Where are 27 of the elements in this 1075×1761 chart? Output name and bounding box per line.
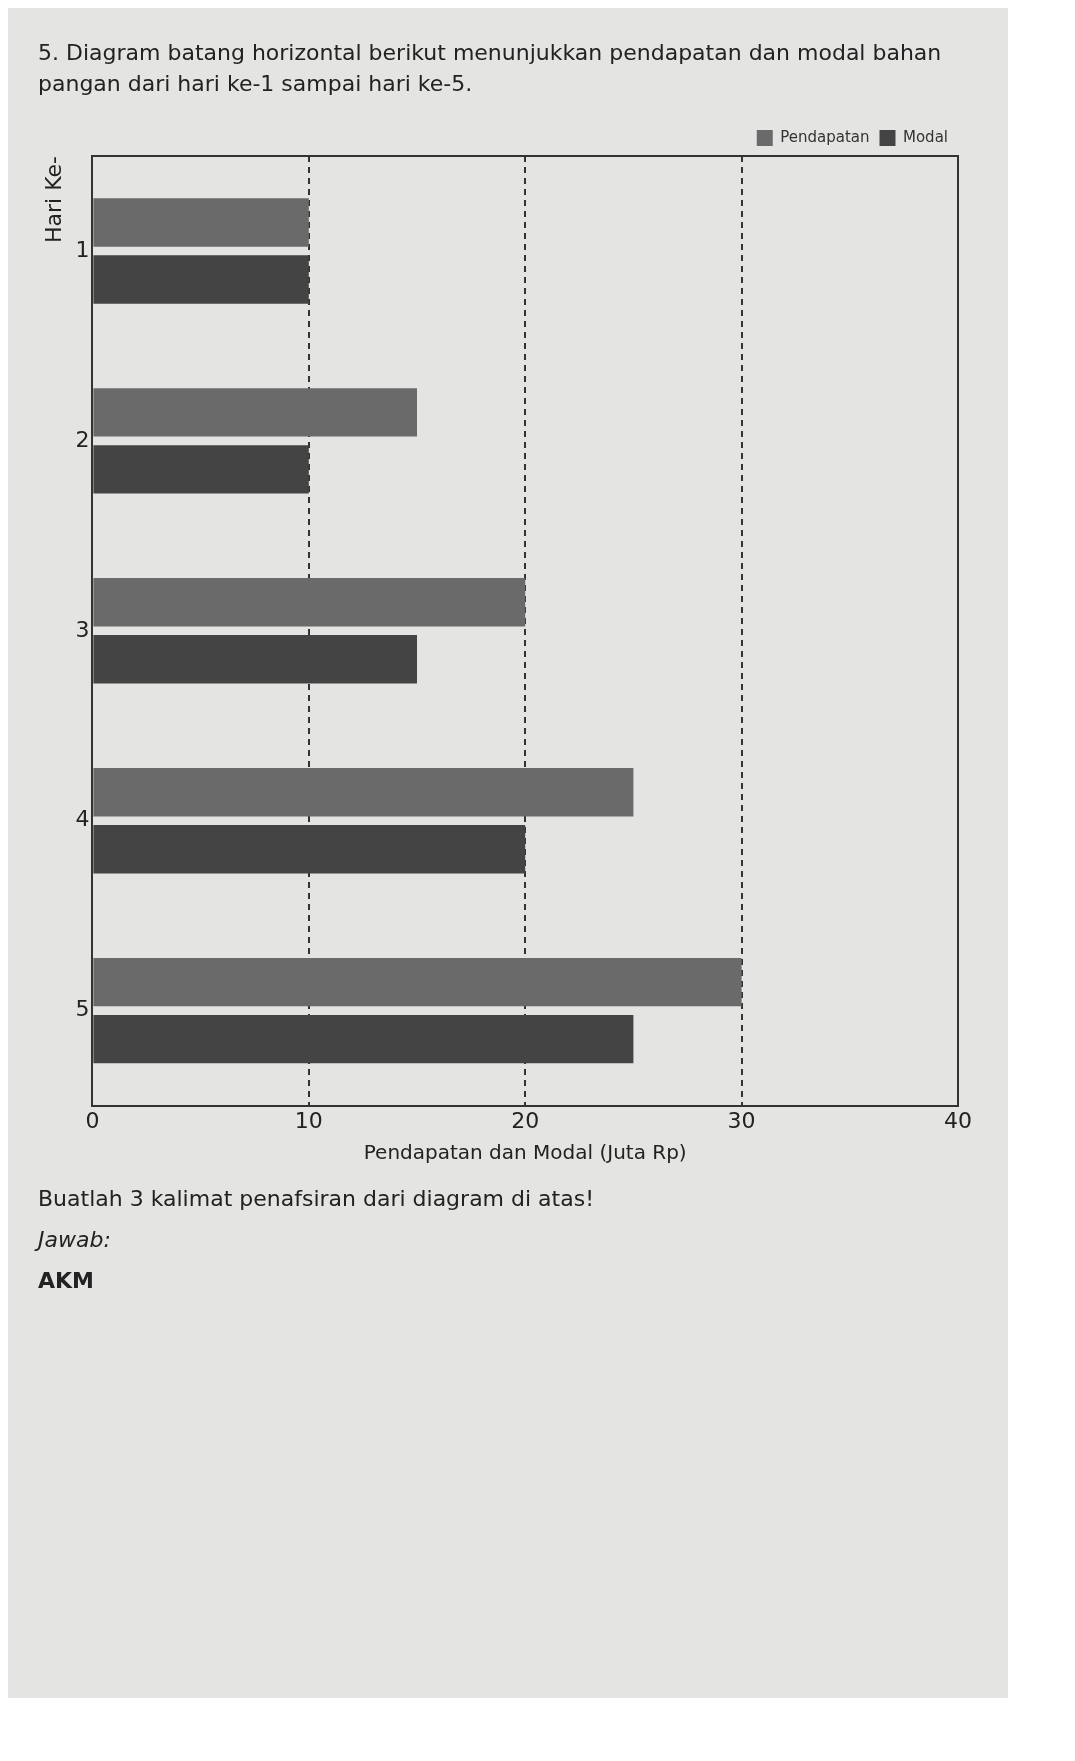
x-tick-label: 20 [511,1107,540,1133]
x-tick-label: 10 [294,1107,323,1133]
bar [93,254,309,304]
bar [93,387,417,437]
y-axis-title: Hari Ke- [40,155,66,243]
bar [93,577,526,627]
text: AKM [38,1267,95,1293]
bar [93,957,742,1006]
bar [93,1014,634,1063]
bar [93,444,309,494]
x-tick-label: 30 [727,1107,756,1133]
y-tick-label: 4 [75,806,90,832]
legend-label: Pendapatan [780,127,870,146]
bar [93,824,526,874]
chart-title: 5. Diagram batang horizontal berikut menunjukkan pendapatan dan modal bahan pangan dari hari ke-1 sampai hari ke-5. [38,39,943,98]
x-tick-label: 40 [944,1107,972,1133]
y-tick-label: 3 [75,616,90,642]
y-tick-label: 2 [75,426,90,452]
bar [93,197,309,247]
text: Buatlah 3 kalimat penafsiran dari diagram di atas! [38,1185,595,1211]
legend-label: Modal [903,127,948,146]
bar [93,767,634,817]
y-tick-label: 5 [75,995,90,1021]
x-tick-label: 0 [85,1107,100,1133]
x-axis-title: Pendapatan dan Modal (Juta Rp) [363,1139,687,1164]
y-tick-label: 1 [75,236,90,262]
bar [93,634,417,684]
